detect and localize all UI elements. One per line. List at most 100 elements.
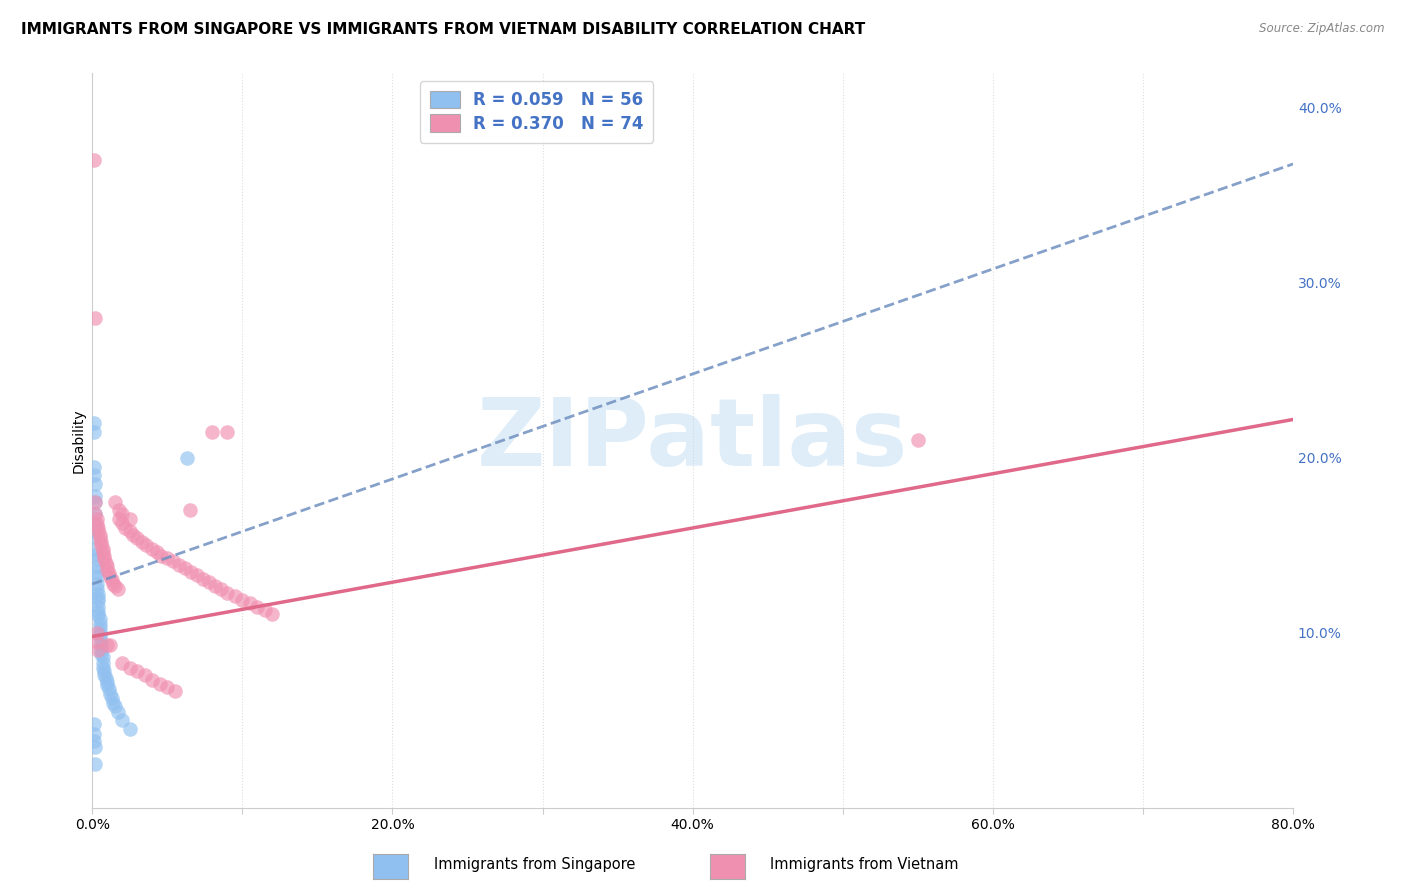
Point [86,582,108,597]
Point [97,681,120,696]
Point [84,494,107,508]
Point [84,477,107,491]
Point [91,545,114,559]
Point [180,565,202,579]
Point [84,757,107,772]
Point [149,677,172,691]
Point [98,687,121,701]
Point [86,512,108,526]
Point [84,739,107,754]
Point [217,425,239,439]
Point [84,507,107,521]
Point [86,552,108,566]
Point [90,647,112,661]
Point [176,450,198,465]
Point [83,153,105,168]
Point [90,643,112,657]
Point [141,541,163,556]
Point [162,554,184,568]
Point [83,459,105,474]
Point [134,668,156,682]
Point [86,577,108,591]
Point [87,587,110,601]
Point [127,665,149,679]
Text: Source: ZipAtlas.com: Source: ZipAtlas.com [1260,22,1385,36]
Point [179,503,201,517]
Point [87,599,110,614]
Point [89,532,111,546]
Point [204,579,226,593]
Point [89,621,111,635]
Point [118,661,141,675]
Point [167,558,190,572]
Point [104,699,127,714]
Point [163,683,186,698]
Point [96,678,118,692]
Point [96,638,118,652]
Point [84,541,107,556]
Point [100,690,122,705]
Text: IMMIGRANTS FROM SINGAPORE VS IMMIGRANTS FROM VIETNAM DISABILITY CORRELATION CHAR: IMMIGRANTS FROM SINGAPORE VS IMMIGRANTS … [21,22,865,37]
Point [217,585,239,599]
Point [127,532,149,546]
Point [224,589,246,603]
Point [89,528,111,542]
Point [118,512,141,526]
Point [84,507,107,521]
Point [91,661,114,675]
Point [86,559,108,574]
Point [84,494,107,508]
Point [145,545,167,559]
Point [93,668,115,682]
Point [83,416,105,430]
Point [94,556,117,570]
Text: Immigrants from Singapore: Immigrants from Singapore [433,857,636,872]
Point [86,570,108,584]
Point [89,626,111,640]
Point [100,574,122,588]
Point [231,592,253,607]
Point [94,672,117,686]
Point [96,675,118,690]
Point [239,596,262,610]
Point [262,607,284,621]
Point [111,656,134,670]
Point [90,638,112,652]
Point [111,516,134,530]
Point [201,425,224,439]
Point [141,673,163,688]
Point [107,705,129,719]
Point [193,572,215,586]
Point [84,310,107,325]
Point [93,665,115,679]
Point [86,547,108,561]
Point [87,521,110,535]
Point [111,714,134,728]
Legend: R = 0.059   N = 56, R = 0.370   N = 74: R = 0.059 N = 56, R = 0.370 N = 74 [419,81,654,143]
Point [98,638,121,652]
Point [83,727,105,741]
Point [90,535,112,549]
Point [156,550,179,565]
Point [96,563,118,577]
Point [89,617,111,632]
Point [87,524,110,539]
Point [93,552,115,566]
Text: ZIPatlas: ZIPatlas [477,394,908,486]
Point [118,723,141,737]
Point [90,634,112,648]
Point [84,530,107,544]
Point [83,425,105,439]
Point [90,539,112,553]
Point [86,626,108,640]
Point [93,549,115,563]
Point [103,696,125,710]
Point [174,561,197,575]
Point [87,605,110,619]
Point [198,575,221,590]
Point [83,734,105,748]
Point [114,521,136,535]
Point [84,490,107,504]
Point [83,717,105,731]
Point [91,541,114,556]
